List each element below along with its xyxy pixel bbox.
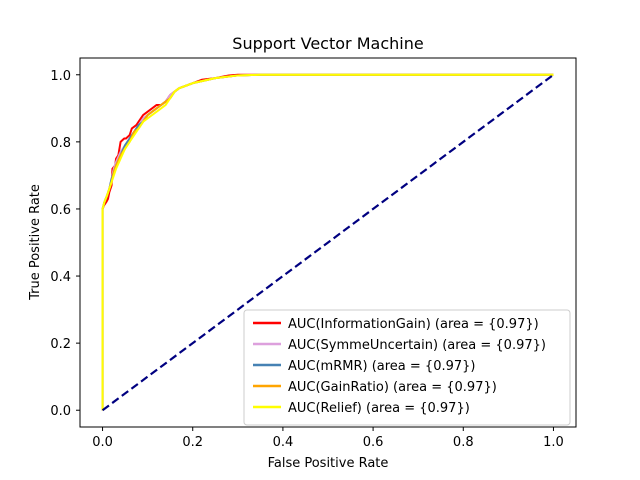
y-tick-label: 0.6: [50, 203, 71, 218]
x-tick-label: 0.6: [363, 435, 384, 450]
plot-area: [101, 73, 555, 412]
axes-frame: [79, 57, 577, 428]
legend: AUC(InformationGain) (area = {0.97}) AUC(…: [243, 309, 571, 426]
x-tick-label: 0.8: [453, 435, 474, 450]
series-line-4: [101, 73, 554, 411]
legend-entry-label: AUC(InformationGain) (area = {0.97}): [288, 317, 539, 332]
y-axis-label: True Positive Rate: [28, 184, 43, 301]
x-tick-label: 0.2: [182, 435, 203, 450]
y-tick-label: 0.0: [50, 404, 71, 419]
chart-title: Support Vector Machine: [232, 34, 423, 53]
x-tick-label: 0.0: [92, 435, 113, 450]
x-tick-label: 0.4: [273, 435, 294, 450]
x-tick-label: 1.0: [543, 435, 564, 450]
y-tick-label: 0.2: [50, 337, 71, 352]
legend-entry-label: AUC(Relief) (area = {0.97}): [288, 401, 470, 416]
legend-box: [243, 309, 571, 426]
chance-diagonal-line: [101, 73, 555, 412]
x-axis-label: False Positive Rate: [268, 456, 389, 471]
y-tick-label: 0.4: [50, 270, 71, 285]
axis-ticks: 0.0 0.2 0.4 0.6 0.8 1.0 0.0 0.2 0.4 0.6 0.8 1.0: [50, 69, 563, 450]
y-tick-label: 1.0: [50, 69, 71, 84]
y-tick-label: 0.8: [50, 136, 71, 151]
legend-entry-label: AUC(mRMR) (area = {0.97}): [288, 359, 475, 374]
legend-entry-label: AUC(GainRatio) (area = {0.97}): [288, 380, 497, 395]
legend-entry-label: AUC(SymmeUncertain) (area = {0.97}): [288, 338, 546, 353]
